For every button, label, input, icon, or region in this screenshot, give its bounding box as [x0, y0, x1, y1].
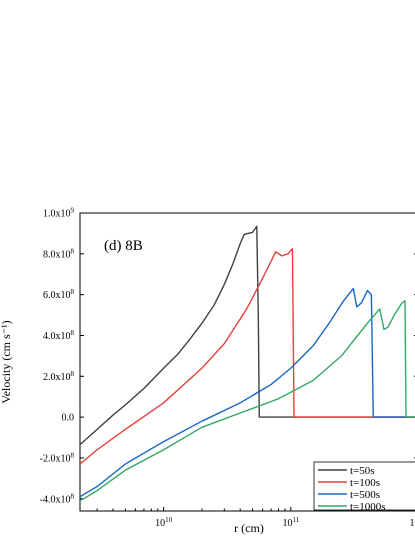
y-tick-label: 2.0x108	[43, 370, 75, 383]
y-tick-label: -4.0x108	[40, 492, 75, 505]
x-axis-title: r (cm)	[234, 521, 264, 535]
y-tick-label: 0.0	[62, 413, 75, 424]
plot-area-frame	[79, 212, 415, 512]
legend-label-3: t=500s	[350, 489, 380, 501]
legend-label-2: t=100s	[350, 477, 380, 489]
y-tick-label: 6.0x108	[43, 288, 75, 301]
x-tick-label: 1010	[155, 516, 173, 529]
panel-label: (d) 8B	[104, 238, 143, 254]
y-axis-title: Velocity (cm s⁻¹)	[0, 320, 13, 403]
series-line-1	[80, 225, 415, 446]
y-tick-label: 4.0x108	[43, 329, 75, 342]
y-tick-label: 8.0x108	[43, 247, 75, 260]
x-tick-label: 1011	[282, 516, 299, 529]
series-line-3	[80, 287, 415, 498]
x-axis: 1010 1011 1012	[96, 507, 415, 529]
legend-label-1: t=50s	[350, 465, 375, 477]
y-axis: 1.0x109 8.0x108 6.0x108 4.0x108 2.0x108 0.0 -2…	[40, 207, 415, 505]
y-tick-label: 1.0x109	[43, 207, 75, 220]
y-tick-label: -2.0x108	[40, 451, 75, 464]
series-line-4	[80, 300, 415, 502]
series-lines	[80, 225, 415, 502]
legend-label-4: t=1000s	[350, 501, 386, 513]
series-line-2	[80, 248, 415, 465]
x-tick-label: 1012	[410, 516, 415, 529]
